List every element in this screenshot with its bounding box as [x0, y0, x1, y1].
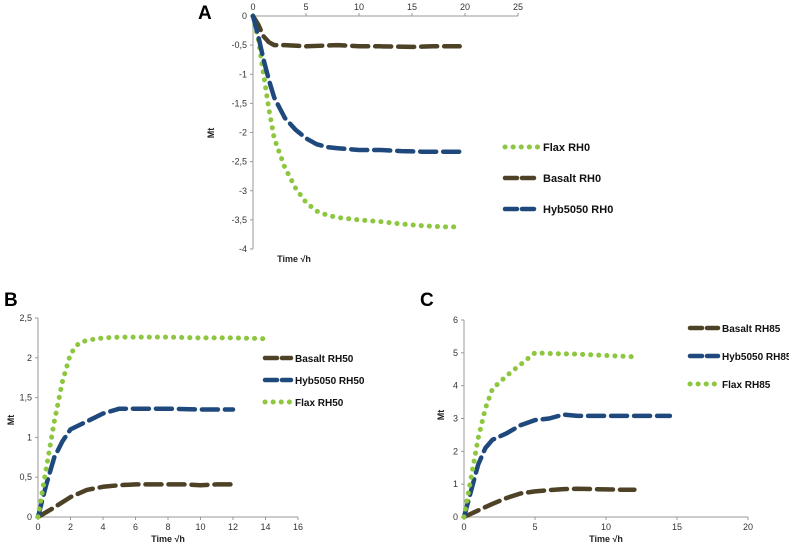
- x-tick-label: 25: [513, 2, 523, 12]
- legend-entry-flax-rh0: Flax RH0: [543, 142, 590, 154]
- y-tick-label: 0,5: [19, 472, 32, 482]
- y-tick-label: -1: [239, 69, 247, 79]
- x-tick-label: 5: [532, 522, 537, 532]
- chart-a: A 0 5 10 15 20 25 0 -0,5 -1 -1,5 -2 -2,5 -3 -3,5 -4 Time…: [198, 2, 613, 264]
- y-tick-label: -4: [239, 244, 247, 254]
- x-tick-label: 4: [100, 522, 105, 532]
- x-tick-label: 15: [407, 2, 417, 12]
- series-line-hyb5050-rh85: [461, 412, 673, 520]
- legend: Basalt RH50 Hyb5050 RH50 Flax RH50: [262, 354, 365, 409]
- y-tick-label: -0,5: [231, 40, 247, 50]
- y-tick-label: 2: [453, 446, 458, 456]
- x-tick-label: 10: [354, 2, 364, 12]
- series-line-flax-rh50: [35, 334, 268, 520]
- y-tick-label: 5: [453, 348, 458, 358]
- x-tick-label: 0: [35, 522, 40, 532]
- legend-entry-hyb5050-rh50: Hyb5050 RH50: [295, 376, 365, 387]
- y-tick-label: -2: [239, 128, 247, 138]
- legend-entry-basalt-rh50: Basalt RH50: [295, 354, 354, 365]
- series-line-hyb5050-rh0: [250, 13, 462, 154]
- y-axis-label: Mt: [206, 128, 216, 139]
- legend-entry-hyb5050-rh0: Hyb5050 RH0: [543, 204, 613, 216]
- legend-entry-basalt-rh0: Basalt RH0: [543, 173, 601, 185]
- legend: Flax RH0 Basalt RH0 Hyb5050 RH0: [502, 142, 613, 216]
- x-tick-label: 16: [293, 522, 303, 532]
- x-axis-label: Time √h: [277, 254, 311, 264]
- series-line-basalt-rh0: [250, 13, 462, 50]
- y-tick-label: 0: [27, 512, 32, 522]
- y-tick-label: 1,5: [19, 393, 32, 403]
- x-tick-label: 10: [195, 522, 205, 532]
- y-tick-label: -1,5: [231, 98, 247, 108]
- legend: Basalt RH85 Hyb5050 RH85 Flax RH85: [687, 324, 789, 391]
- y-tick-label: -2,5: [231, 157, 247, 167]
- x-tick-label: 20: [743, 522, 753, 532]
- y-tick-label: 0: [453, 512, 458, 522]
- y-axis-label: Mt: [436, 410, 446, 421]
- legend-entry-hyb5050-rh85: Hyb5050 RH85: [722, 352, 789, 363]
- legend-entry-flax-rh50: Flax RH50: [295, 398, 344, 409]
- x-tick-label: 14: [260, 522, 270, 532]
- x-tick-label: 5: [303, 2, 308, 12]
- x-tick-label: 10: [601, 522, 611, 532]
- series-line-basalt-rh85: [461, 486, 637, 520]
- series-line-basalt-rh50: [35, 482, 236, 520]
- y-tick-label: 1: [453, 479, 458, 489]
- series-line-flax-rh85: [461, 350, 637, 520]
- x-axis-label: Time √h: [589, 534, 623, 544]
- chart-b: B 0 2 4 6 8 10 12 14 16 0 0,5 1 1,5 2 2,5 Time √h Mt Basal…: [4, 290, 365, 544]
- y-tick-label: 0: [242, 11, 247, 21]
- x-tick-label: 15: [672, 522, 682, 532]
- x-tick-label: 0: [461, 522, 466, 532]
- y-tick-label: 2,5: [19, 313, 32, 323]
- x-tick-label: 12: [228, 522, 238, 532]
- series-line-hyb5050-rh50: [35, 406, 236, 520]
- x-tick-label: 20: [460, 2, 470, 12]
- legend-entry-flax-rh85: Flax RH85: [722, 380, 771, 391]
- y-tick-label: 4: [453, 381, 458, 391]
- y-tick-label: 2: [27, 353, 32, 363]
- y-tick-label: -3,5: [231, 215, 247, 225]
- y-tick-label: 3: [453, 414, 458, 424]
- y-tick-label: 1: [27, 432, 32, 442]
- legend-entry-basalt-rh85: Basalt RH85: [722, 324, 781, 335]
- x-tick-label: 8: [165, 522, 170, 532]
- x-tick-label: 6: [133, 522, 138, 532]
- y-tick-label: 6: [453, 315, 458, 325]
- y-tick-label: -3: [239, 186, 247, 196]
- panel-label: A: [198, 3, 212, 24]
- chart-c: C 0 5 10 15 20 0 1 2 3 4 5 6 Time √h Mt Basalt RH85 Hyb5…: [420, 290, 789, 544]
- y-axis-label: Mt: [6, 415, 16, 426]
- x-tick-label: 2: [68, 522, 73, 532]
- panel-label: B: [4, 290, 18, 311]
- x-axis-label: Time √h: [151, 534, 185, 544]
- series-line-flax-rh0: [250, 13, 463, 230]
- x-tick-label: 0: [250, 2, 255, 12]
- panel-label: C: [420, 290, 434, 311]
